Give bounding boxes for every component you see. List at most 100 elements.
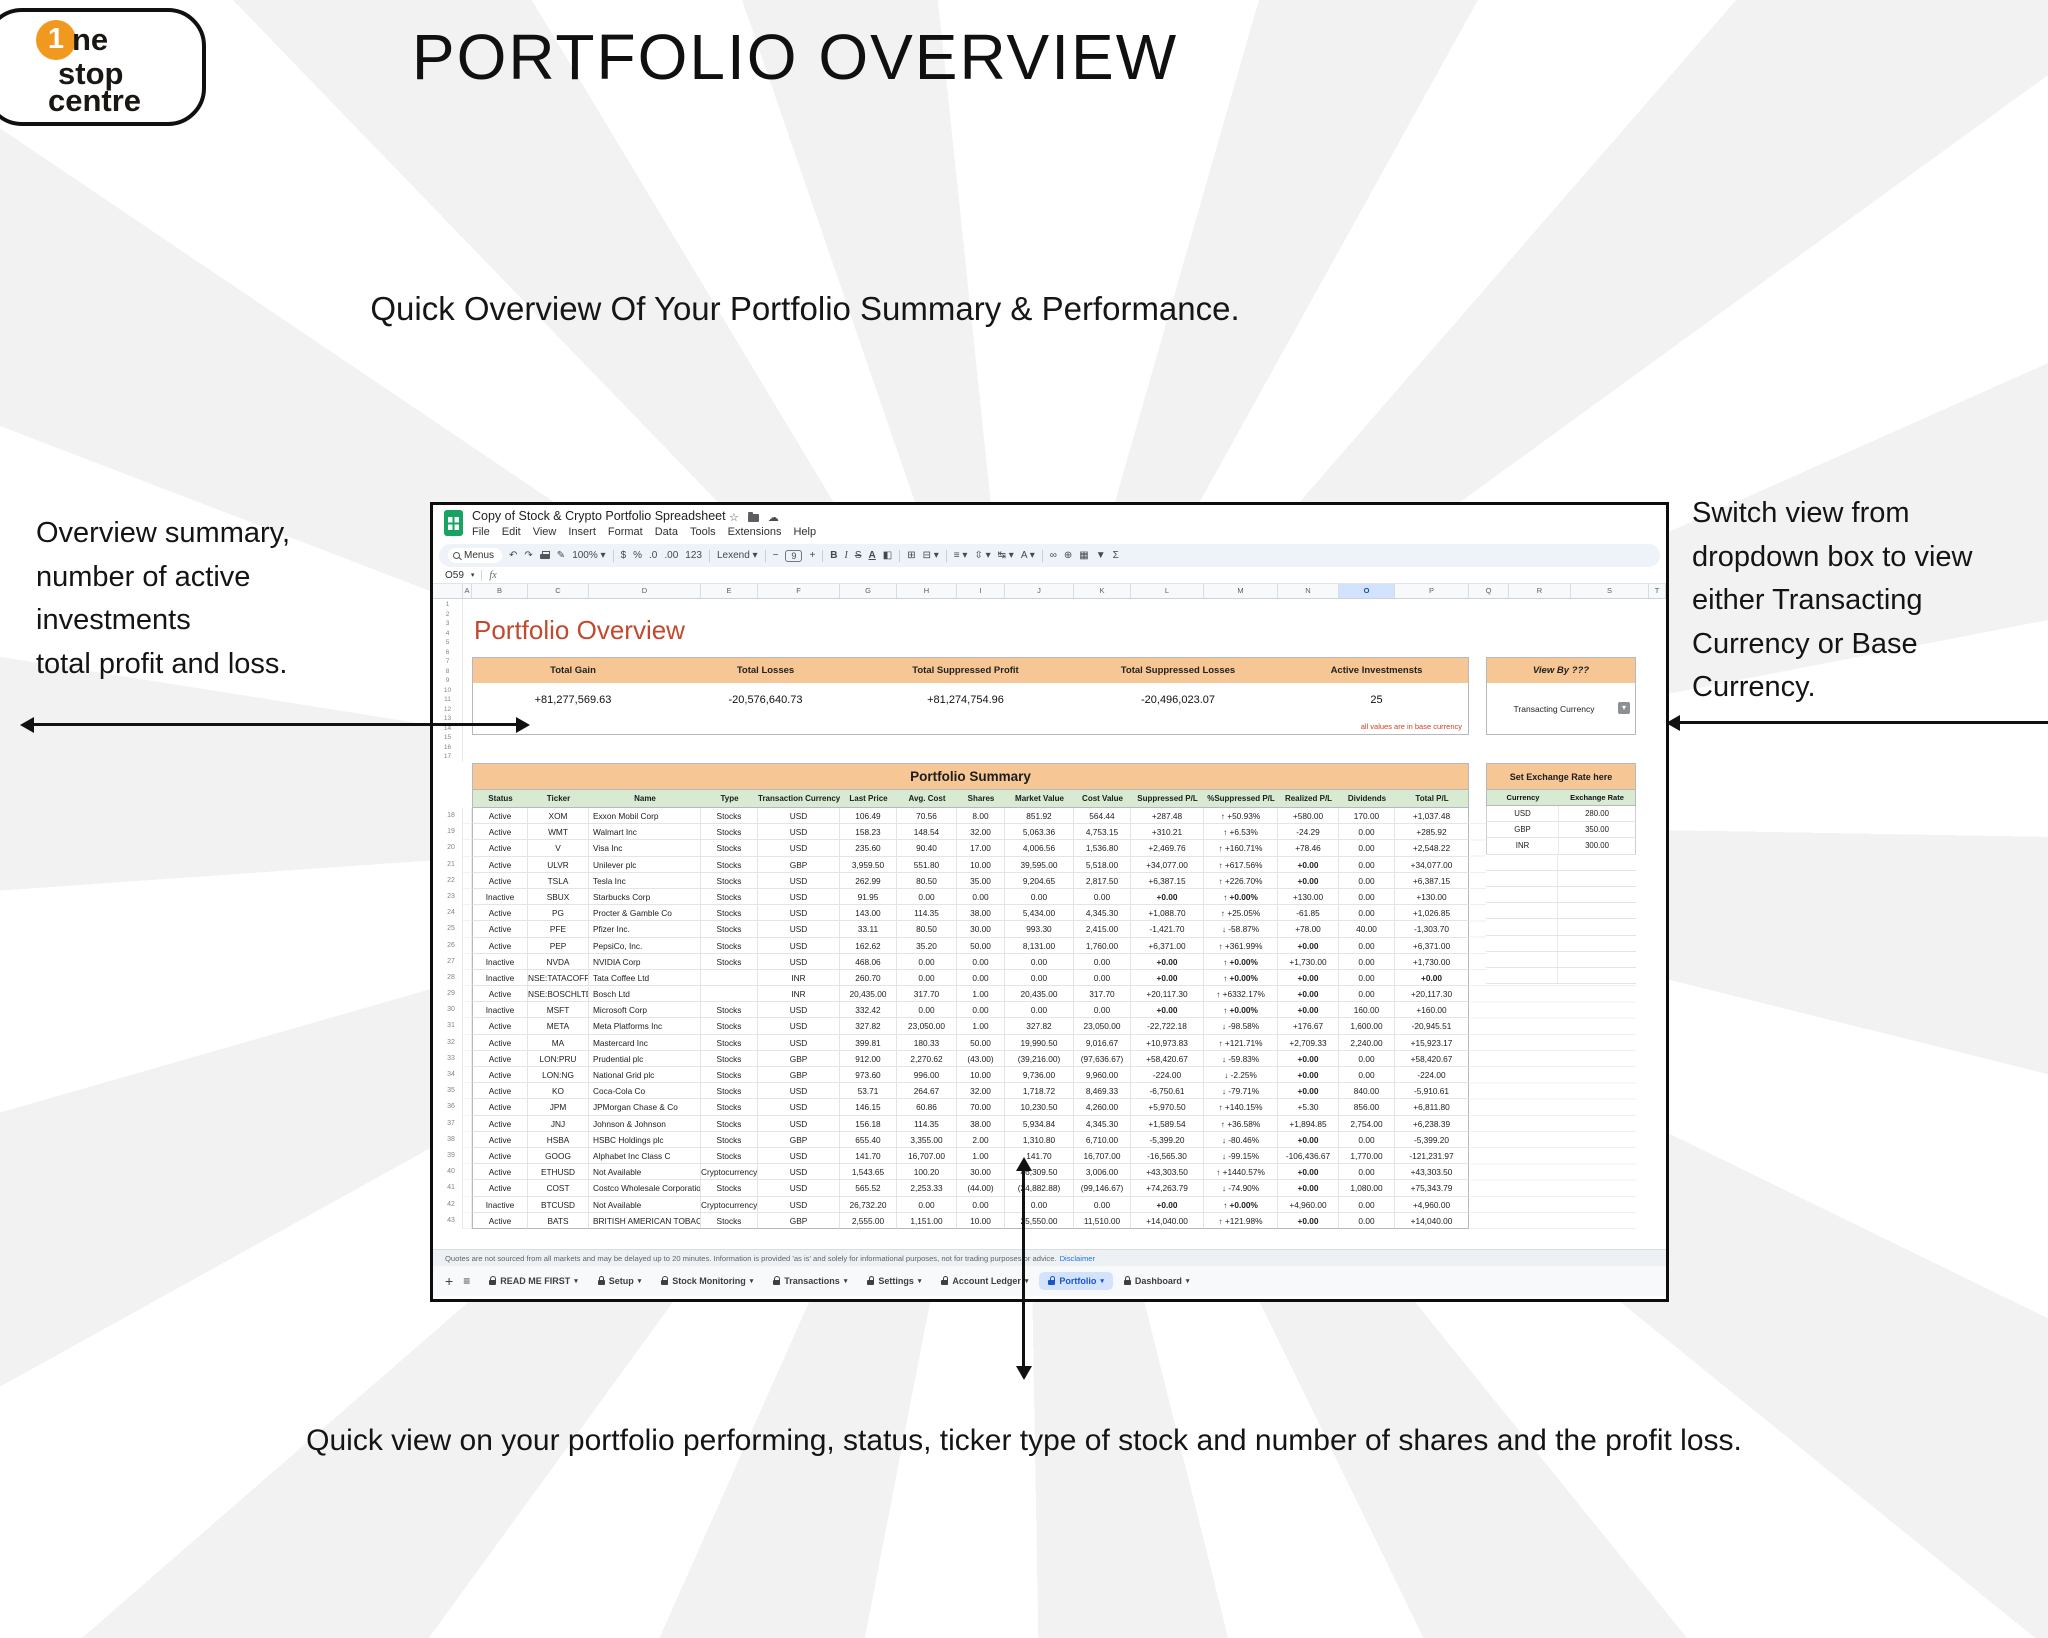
column-header-H[interactable]: H — [897, 584, 957, 598]
cell-currency[interactable]: USD — [758, 937, 840, 954]
cell-cost-value[interactable]: 2,415.00 — [1074, 921, 1131, 938]
cell-total-pl[interactable]: +6,811.80 — [1395, 1099, 1469, 1116]
italic-icon[interactable]: I — [844, 550, 848, 561]
cell-cost-value[interactable]: 0.00 — [1074, 953, 1131, 970]
cell-total-pl[interactable]: +75,343.79 — [1395, 1180, 1469, 1197]
cell-type[interactable]: Stocks — [701, 1147, 758, 1165]
tab-dashboard[interactable]: Dashboard ▾ — [1115, 1272, 1199, 1290]
cell-currency[interactable]: USD — [758, 1196, 840, 1213]
cell-total-pl[interactable]: +1,730.00 — [1395, 953, 1469, 970]
cell-currency[interactable]: USD — [758, 1099, 840, 1116]
cell-market-value[interactable]: 0.00 — [1005, 1196, 1074, 1213]
cell-market-value[interactable]: 0.00 — [1005, 888, 1074, 906]
cell-status[interactable]: Active — [472, 1212, 528, 1229]
cell-status[interactable]: Inactive — [472, 953, 528, 970]
column-header-G[interactable]: G — [840, 584, 897, 598]
cell-shares[interactable]: 70.00 — [957, 1099, 1005, 1116]
cell-currency[interactable]: USD — [758, 953, 840, 970]
cell-shares[interactable]: 2.00 — [957, 1131, 1005, 1148]
increase-decimal-icon[interactable]: .00 — [664, 550, 679, 561]
column-header-I[interactable]: I — [957, 584, 1005, 598]
cell-cost-value[interactable]: (97,636.67) — [1074, 1050, 1131, 1067]
cell-currency[interactable]: USD — [758, 824, 840, 841]
cell-pct-suppressed-pl[interactable]: ↓ -59.83% — [1204, 1050, 1278, 1067]
cell-cost-value[interactable]: 9,016.67 — [1074, 1034, 1131, 1051]
cell-name[interactable]: Pfizer Inc. — [589, 921, 701, 938]
cell-status[interactable]: Active — [472, 1180, 528, 1197]
borders-icon[interactable]: ⊞ — [907, 550, 916, 561]
cell-shares[interactable]: 30.00 — [957, 1164, 1005, 1181]
cell-shares[interactable]: 0.00 — [957, 1002, 1005, 1019]
cell-realized-pl[interactable]: +4,960.00 — [1278, 1196, 1339, 1213]
cell-type[interactable]: Stocks — [701, 824, 758, 841]
cell-last-price[interactable]: 156.18 — [840, 1115, 897, 1132]
cell-suppressed-pl[interactable]: +0.00 — [1131, 953, 1204, 970]
text-wrap-icon[interactable]: ↹ ▾ — [997, 550, 1014, 561]
cell-last-price[interactable]: 33.11 — [840, 921, 897, 938]
number-format-icon[interactable]: 123 — [685, 550, 702, 561]
cell-ticker[interactable]: LON:NG — [528, 1067, 589, 1084]
cell-shares[interactable]: 35.00 — [957, 872, 1005, 889]
cell-cost-value[interactable]: 8,469.33 — [1074, 1083, 1131, 1100]
cell-shares[interactable]: 1.00 — [957, 986, 1005, 1003]
cell-last-price[interactable]: 2,555.00 — [840, 1212, 897, 1229]
cell-type[interactable]: Cryptocurrency — [701, 1164, 758, 1181]
cell-cost-value[interactable]: 9,960.00 — [1074, 1067, 1131, 1084]
name-box-caret-icon[interactable]: ▾ — [470, 572, 475, 579]
cell-currency[interactable]: GBP — [758, 1067, 840, 1084]
column-header-F[interactable]: F — [758, 584, 840, 598]
cell-suppressed-pl[interactable]: +6,387.15 — [1131, 872, 1204, 889]
cell-avg-cost[interactable]: 1,151.00 — [897, 1212, 957, 1229]
col-ticker[interactable]: Ticker — [546, 794, 571, 803]
cell-suppressed-pl[interactable]: +5,970.50 — [1131, 1099, 1204, 1116]
cell-last-price[interactable]: 260.70 — [840, 969, 897, 987]
cell-avg-cost[interactable]: 2,270.62 — [897, 1050, 957, 1067]
cell-total-pl[interactable]: +0.00 — [1395, 969, 1469, 987]
cell-cost-value[interactable]: 0.00 — [1074, 1196, 1131, 1213]
cell-currency[interactable]: USD — [758, 1034, 840, 1051]
cell-market-value[interactable]: 1,310.80 — [1005, 1131, 1074, 1148]
cell-suppressed-pl[interactable]: +0.00 — [1131, 1196, 1204, 1213]
cell-name[interactable]: JPMorgan Chase & Co — [589, 1099, 701, 1116]
font-size-input[interactable]: 9 — [785, 549, 803, 562]
cell-ticker[interactable]: PFE — [528, 921, 589, 938]
cell-suppressed-pl[interactable]: +0.00 — [1131, 1002, 1204, 1019]
cell-total-pl[interactable]: +160.00 — [1395, 1002, 1469, 1019]
horizontal-align-icon[interactable]: ≡ ▾ — [953, 550, 968, 561]
cell-currency[interactable]: GBP — [758, 856, 840, 873]
cell-shares[interactable]: 32.00 — [957, 824, 1005, 841]
cell-cost-value[interactable]: 6,710.00 — [1074, 1131, 1131, 1148]
bold-icon[interactable]: B — [830, 550, 838, 561]
cell-ticker[interactable]: LON:PRU — [528, 1050, 589, 1067]
cell-suppressed-pl[interactable]: -16,565.30 — [1131, 1147, 1204, 1165]
cell-pct-suppressed-pl[interactable]: ↓ -2.25% — [1204, 1067, 1278, 1084]
cell-name[interactable]: Microsoft Corp — [589, 1002, 701, 1019]
menu-edit[interactable]: Edit — [501, 526, 521, 538]
cell-status[interactable]: Active — [472, 1083, 528, 1100]
column-header-R[interactable]: R — [1509, 584, 1571, 598]
cell-pct-suppressed-pl[interactable]: ↑ +121.98% — [1204, 1212, 1278, 1229]
cell-shares[interactable]: 0.00 — [957, 888, 1005, 906]
tab-account-ledger[interactable]: Account Ledger ▾ — [932, 1272, 1037, 1290]
cell-total-pl[interactable]: +34,077.00 — [1395, 856, 1469, 873]
cell-name[interactable]: National Grid plc — [589, 1067, 701, 1084]
cell-pct-suppressed-pl[interactable]: ↓ -79.71% — [1204, 1083, 1278, 1100]
cell-currency[interactable]: GBP — [758, 1131, 840, 1148]
column-header-S[interactable]: S — [1571, 584, 1649, 598]
cell-type[interactable]: Stocks — [701, 937, 758, 954]
cell-realized-pl[interactable]: -24.29 — [1278, 824, 1339, 841]
cell-total-pl[interactable]: -121,231.97 — [1395, 1147, 1469, 1165]
merge-cells-icon[interactable]: ⊟ ▾ — [922, 550, 939, 561]
cell-currency[interactable]: USD — [758, 1164, 840, 1181]
cell-type[interactable]: Cryptocurrency — [701, 1196, 758, 1213]
cell-cost-value[interactable]: 317.70 — [1074, 986, 1131, 1003]
cell-ticker[interactable]: COST — [528, 1180, 589, 1197]
cell-dividends[interactable]: 0.00 — [1339, 1196, 1395, 1213]
cell-market-value[interactable]: 8,131.00 — [1005, 937, 1074, 954]
column-header-M[interactable]: M — [1204, 584, 1278, 598]
cell-avg-cost[interactable]: 114.35 — [897, 905, 957, 922]
cell-avg-cost[interactable]: 148.54 — [897, 824, 957, 841]
cell-market-value[interactable]: (39,216.00) — [1005, 1050, 1074, 1067]
cell-ticker[interactable]: PEP — [528, 937, 589, 954]
cell-name[interactable]: Tata Coffee Ltd — [589, 969, 701, 987]
